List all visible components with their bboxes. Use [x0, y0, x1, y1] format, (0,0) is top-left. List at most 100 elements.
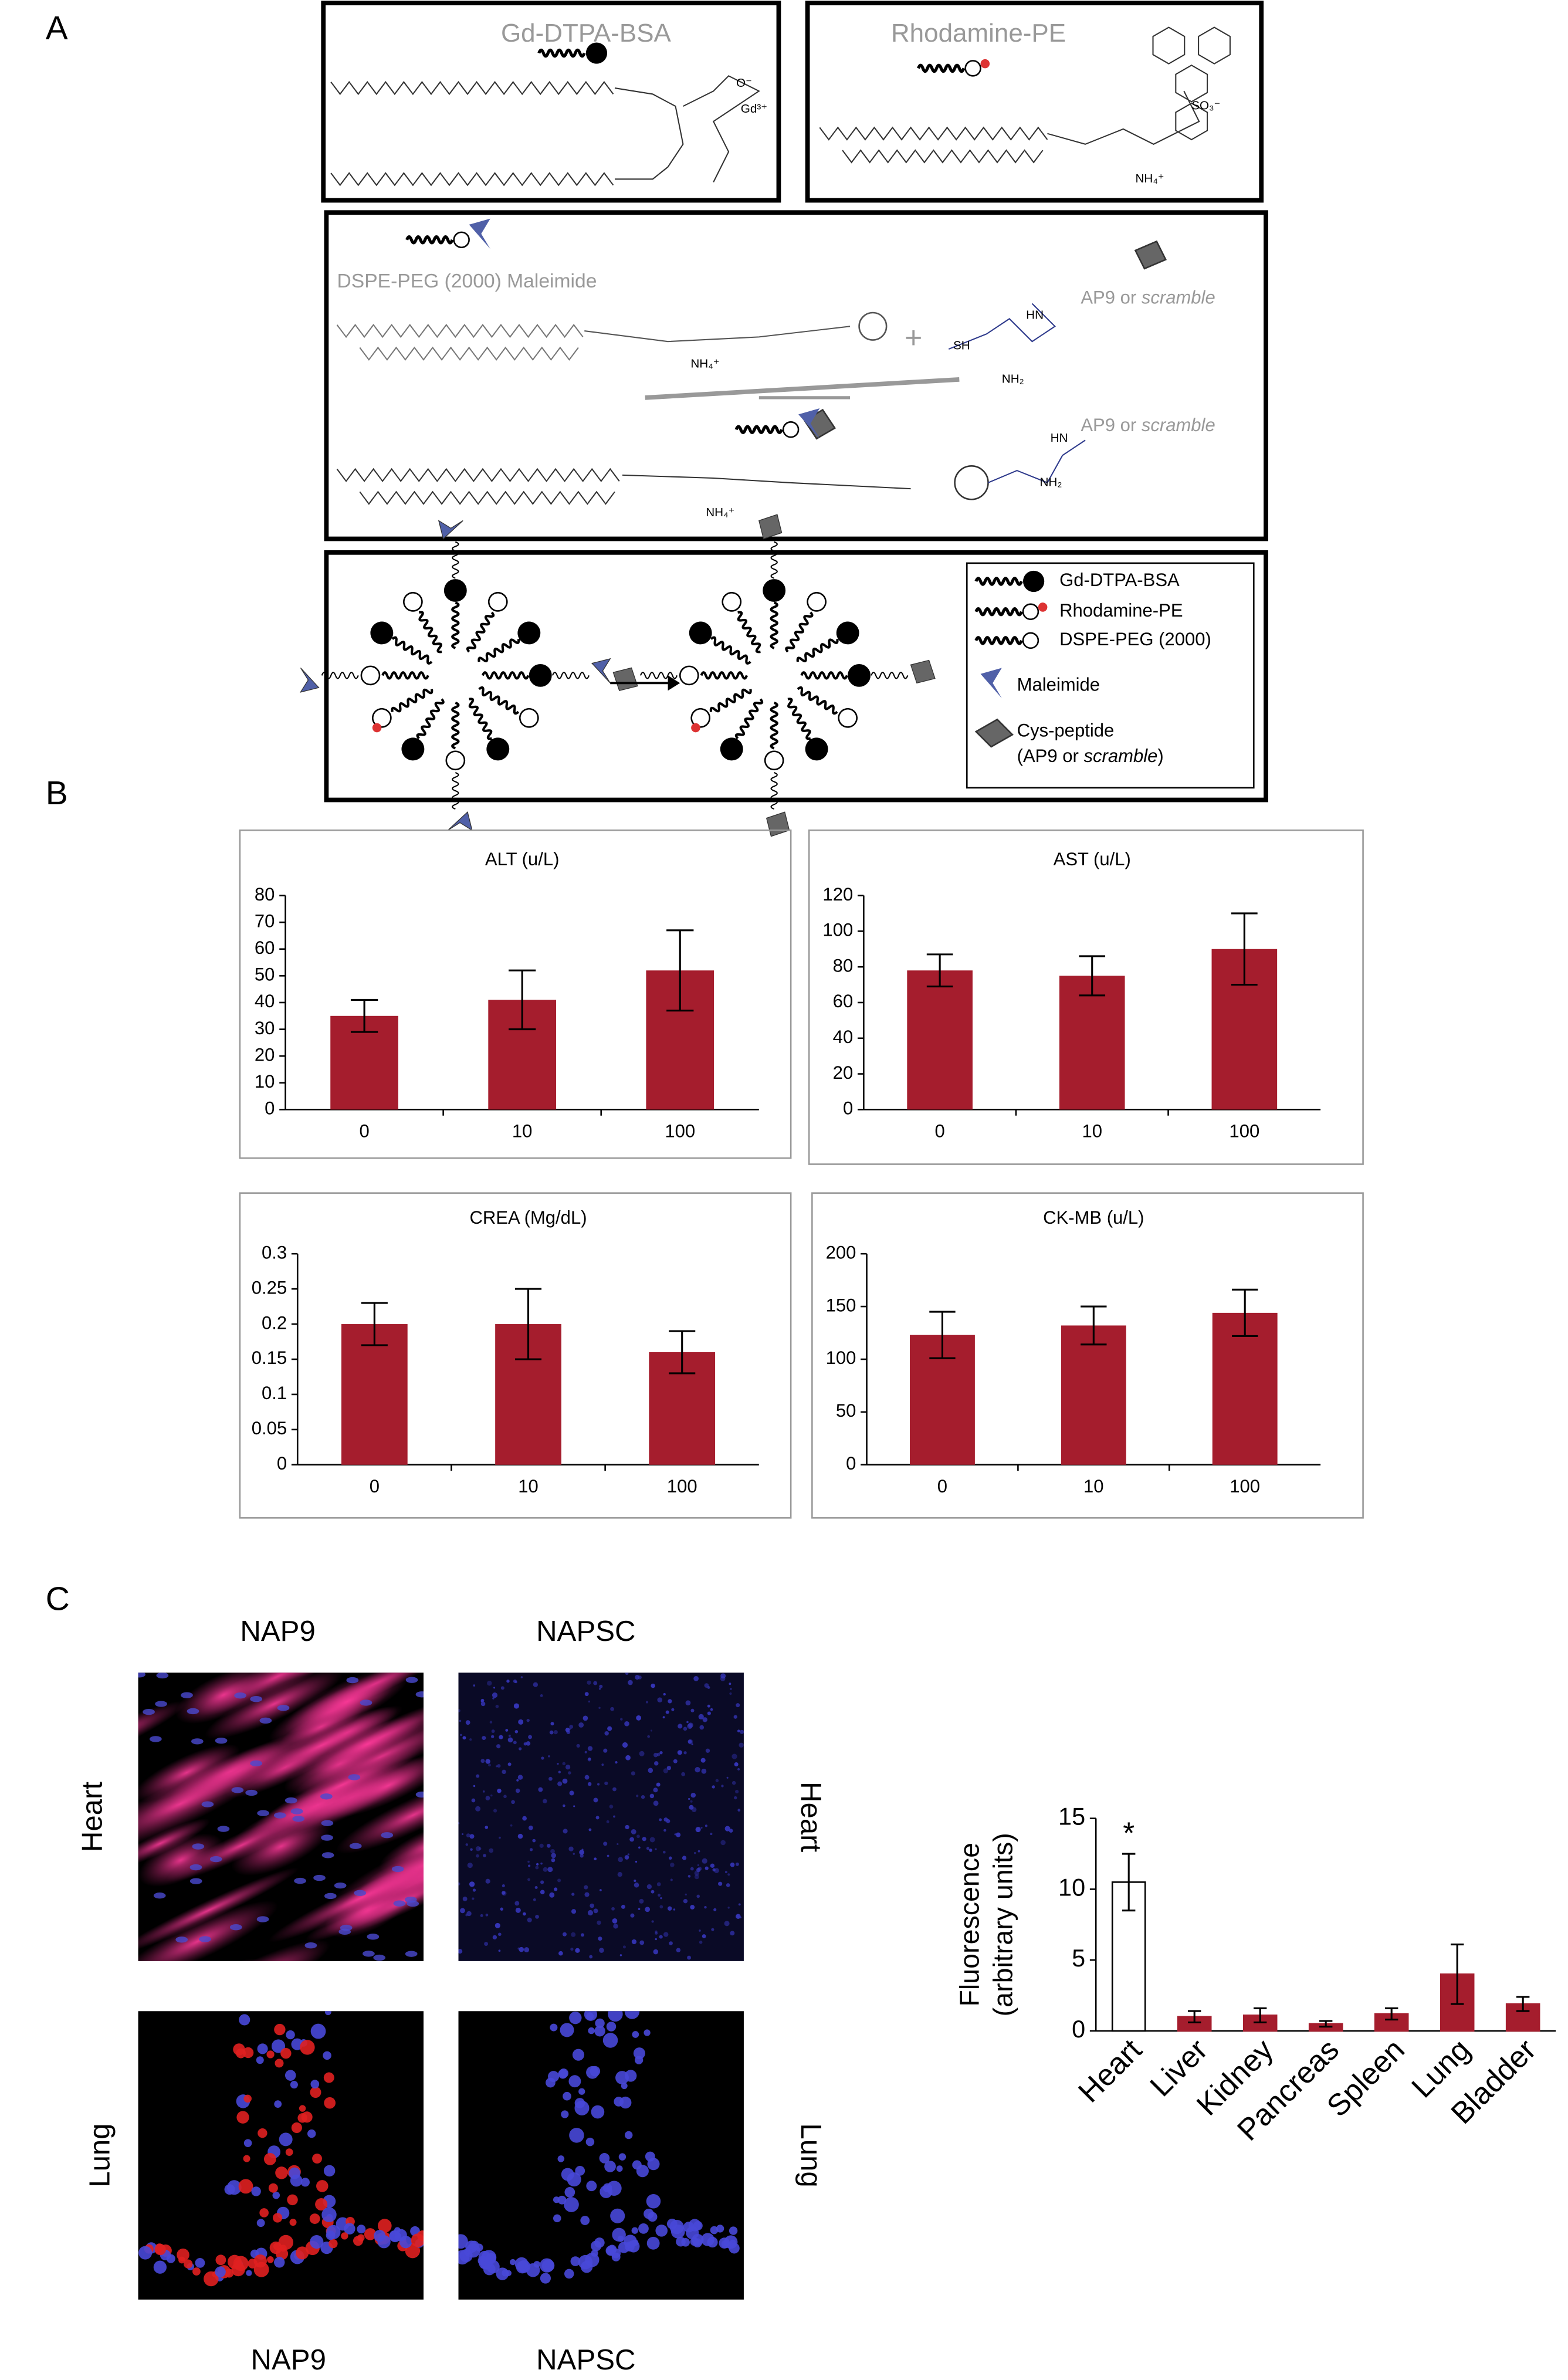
rhodamine: [980, 59, 990, 69]
cell: [357, 2234, 365, 2242]
speckle: [516, 1779, 519, 1782]
speckle: [604, 1781, 608, 1786]
cell: [300, 2178, 310, 2187]
speckle: [519, 1946, 524, 1952]
speckle: [496, 1744, 501, 1749]
cell: [624, 2235, 637, 2249]
lipid-head: [487, 592, 508, 612]
speckle: [515, 1907, 521, 1913]
cell: [289, 2219, 297, 2226]
y-tick-label: 0.1: [262, 1383, 287, 1403]
cell: [631, 2227, 638, 2234]
chem-label: NH₂: [1002, 372, 1024, 385]
cell: [533, 2261, 541, 2268]
cell: [289, 2167, 301, 2179]
peptide: [910, 659, 936, 684]
speckle: [547, 1867, 553, 1873]
error-bar: [1232, 1288, 1258, 1337]
speckle: [587, 1746, 593, 1751]
peg-tail: [551, 672, 590, 679]
lipid-tail: [797, 686, 838, 715]
speckle: [683, 1726, 688, 1731]
error-bar: [1187, 2010, 1201, 2023]
maleimide: [591, 658, 611, 683]
speckle: [710, 1833, 713, 1836]
speckle: [584, 1885, 588, 1890]
error-bar: [669, 1330, 696, 1374]
chart-title: CREA (Mg/dL): [470, 1207, 587, 1228]
cell: [564, 2197, 579, 2212]
speckle: [647, 1735, 651, 1738]
gd-head: [370, 621, 394, 645]
speckle: [631, 1829, 636, 1834]
cell: [307, 2129, 316, 2138]
cell: [275, 2166, 288, 2179]
cell: [259, 2208, 269, 2218]
nucleus: [199, 1936, 211, 1942]
nucleus: [391, 1866, 404, 1873]
y-tick-label: 80: [833, 955, 854, 976]
bar: [341, 1324, 408, 1465]
lipid-tail: [477, 638, 520, 662]
structure-box: [805, 1, 1264, 203]
speckle: [659, 1905, 663, 1909]
y-tick-label: 50: [255, 964, 275, 985]
peg-tail: [871, 672, 909, 679]
structure-box: [321, 1, 781, 203]
cell: [138, 2246, 153, 2260]
tissue-streak: [313, 1715, 422, 1773]
speckle: [557, 1781, 563, 1786]
speckle: [570, 1947, 574, 1951]
speckle: [597, 1920, 601, 1925]
gd-head: [486, 737, 510, 761]
cell: [585, 2137, 595, 2147]
cell: [364, 2228, 377, 2240]
cell: [274, 2100, 282, 2108]
speckle: [480, 1914, 483, 1917]
nucleus: [381, 1832, 394, 1839]
speckle: [668, 1699, 672, 1704]
y-tick-label: 0.3: [262, 1242, 287, 1262]
speckle: [670, 1878, 673, 1881]
speckle: [631, 1771, 635, 1776]
micrograph: [458, 1673, 744, 1961]
speckle: [729, 1692, 732, 1695]
y-tick-label: 70: [255, 910, 275, 931]
speckle: [499, 1836, 501, 1839]
cell: [192, 2267, 201, 2276]
speckle: [712, 1785, 715, 1789]
lipid-tail: [451, 601, 460, 649]
lipid: [764, 702, 790, 837]
tissue-streak: [336, 1776, 424, 1854]
cell: [257, 2043, 268, 2054]
speckle: [549, 1892, 555, 1898]
x-tick-label: 100: [1229, 1120, 1259, 1141]
speckle: [527, 1878, 530, 1881]
ring: [1152, 26, 1186, 65]
cell: [263, 2152, 276, 2165]
cell: [310, 2235, 324, 2249]
y-axis-label: (arbitrary units): [987, 1833, 1018, 2016]
gd-head: [1023, 570, 1045, 593]
cell: [258, 2128, 267, 2138]
nucleus: [321, 1820, 334, 1826]
nucleus: [250, 1760, 263, 1767]
speckle: [573, 1805, 575, 1807]
lipid-tail: [478, 686, 520, 715]
speckle: [651, 1683, 655, 1688]
nucleus: [256, 1916, 269, 1922]
y-tick-label: 0: [265, 1098, 275, 1119]
maleimide: [798, 408, 820, 439]
speckle: [503, 1795, 507, 1799]
nucleus: [285, 1797, 297, 1804]
x-tick-label: 10: [1083, 1476, 1104, 1497]
cell: [594, 2025, 605, 2037]
cell: [285, 2070, 296, 2081]
speckle: [649, 1793, 655, 1799]
cell: [655, 2225, 668, 2237]
error-bar: [1079, 955, 1106, 997]
lipid-head: [807, 592, 827, 612]
rhodamine: [372, 723, 382, 733]
speckle: [642, 1837, 646, 1841]
speckle: [639, 1751, 645, 1756]
